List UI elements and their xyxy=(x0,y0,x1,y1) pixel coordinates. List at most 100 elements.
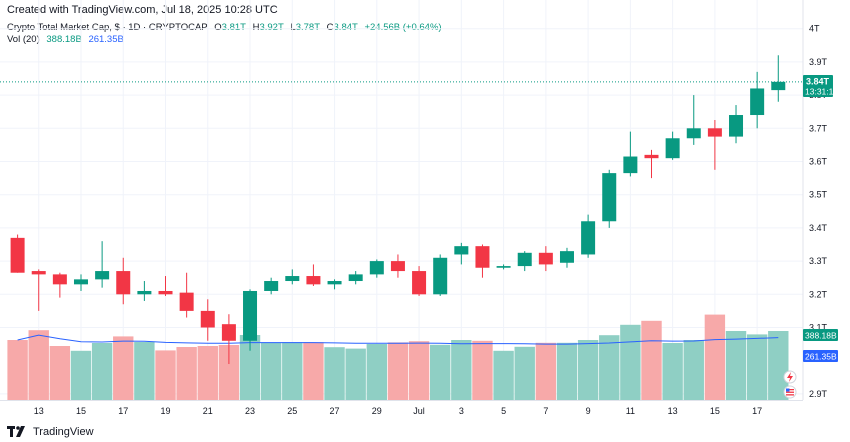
volume-bar xyxy=(430,344,451,400)
volume-bar xyxy=(408,341,430,400)
footer-brand[interactable]: TradingView xyxy=(7,425,94,438)
volume-ma-line xyxy=(17,334,779,345)
candle-body xyxy=(116,271,131,295)
volume-bar xyxy=(366,344,388,400)
x-tick-label: 9 xyxy=(586,406,591,416)
candles xyxy=(10,55,786,365)
x-tick-label: 17 xyxy=(752,406,762,416)
x-tick-label: 29 xyxy=(372,406,382,416)
candle-body xyxy=(95,271,110,280)
volume-bar xyxy=(683,340,704,400)
x-tick-label: 13 xyxy=(34,406,44,416)
candle-body xyxy=(665,138,680,159)
candle-body xyxy=(686,128,701,139)
open-value: 3.81T xyxy=(221,22,246,33)
candle-body xyxy=(285,276,300,282)
x-tick-label: 11 xyxy=(626,406,635,416)
candle-body xyxy=(243,290,258,341)
volume-bar xyxy=(155,350,176,400)
candle-body xyxy=(31,271,46,275)
change-value: +24.56B (+0.64%) xyxy=(364,22,442,33)
candle-body xyxy=(771,81,786,91)
volume-bar xyxy=(451,340,472,400)
close-value: 3.84T xyxy=(333,22,358,33)
candle-body xyxy=(348,274,363,282)
y-tick-label: 3.4T xyxy=(809,223,828,233)
candle-body xyxy=(390,261,405,272)
volume-bar xyxy=(303,342,324,400)
y-tick-label: 3.7T xyxy=(809,123,828,133)
candle-body xyxy=(52,274,67,285)
candle-body xyxy=(200,310,215,328)
volume-bar xyxy=(556,342,578,400)
high-value: 3.92T xyxy=(259,22,284,33)
candle-body xyxy=(264,281,279,291)
x-tick-label: 17 xyxy=(118,406,128,416)
volume-bar xyxy=(577,340,599,400)
volume-bars xyxy=(7,314,789,400)
flash-icon[interactable] xyxy=(783,370,797,384)
volume-bar xyxy=(768,331,789,400)
volume-bar xyxy=(704,314,726,400)
candle-body xyxy=(496,266,511,268)
volume-bar xyxy=(197,346,218,400)
volume-bar xyxy=(599,335,620,400)
y-tick-label: 3.2T xyxy=(809,289,828,299)
candle-body xyxy=(581,221,596,255)
x-tick-label: 27 xyxy=(330,406,340,416)
volume-bar xyxy=(620,324,641,400)
x-tick-label: 23 xyxy=(245,406,255,416)
volume-tag-value: 388.18B xyxy=(805,331,837,341)
volume-bar xyxy=(134,342,155,400)
footer-brand-text: TradingView xyxy=(33,425,94,438)
candle-body xyxy=(327,281,342,285)
volume-bar xyxy=(176,347,197,400)
volume-bar xyxy=(746,334,768,400)
symbol-name: Crypto Total Market Cap, $ · 1D · CRYPTO… xyxy=(7,22,208,33)
volume-bar xyxy=(7,340,28,400)
volume-bar xyxy=(324,347,345,400)
candle-body xyxy=(707,128,722,137)
x-tick-label: 21 xyxy=(203,406,213,416)
volume-bar xyxy=(113,336,134,400)
vol-value: 388.18B xyxy=(46,34,82,45)
x-tick-label: 5 xyxy=(501,406,506,416)
volume-bar xyxy=(387,342,409,400)
candle-body xyxy=(475,246,490,268)
volume-bar xyxy=(472,340,493,400)
x-tick-label: 15 xyxy=(710,406,720,416)
volume-bar xyxy=(641,320,662,400)
candle-body xyxy=(602,173,617,222)
open-label: O xyxy=(214,22,222,33)
y-tick-label: 3.6T xyxy=(809,157,828,167)
volume-ma-tag-value: 261.35B xyxy=(805,352,837,362)
price-tag: 3.84T 13:31:11 xyxy=(803,75,838,97)
candle-body xyxy=(750,88,765,116)
candle-body xyxy=(412,271,427,295)
us-flag-icon[interactable] xyxy=(783,385,797,399)
volume-tag: 388.18B xyxy=(803,329,838,341)
price-tag-value: 3.84T xyxy=(806,77,830,87)
volume-bar xyxy=(345,348,366,400)
candle-body xyxy=(158,290,173,295)
x-tick-label: 25 xyxy=(287,406,297,416)
volume-bar xyxy=(91,343,113,400)
candle-body xyxy=(623,156,638,174)
volume-bar xyxy=(493,350,514,400)
candle-body xyxy=(179,292,194,311)
volume-legend: Vol (20) 388.18B 261.35B xyxy=(7,34,124,45)
tradingview-logo-icon xyxy=(7,426,25,437)
candle-body xyxy=(369,261,384,275)
volume-bar xyxy=(662,343,683,400)
volume-bar xyxy=(70,350,92,400)
x-tick-label: 15 xyxy=(76,406,86,416)
vol-ma-value: 261.35B xyxy=(88,34,124,45)
volume-bar xyxy=(282,342,303,400)
candle-body xyxy=(454,246,469,255)
candle-body xyxy=(729,115,744,137)
x-tick-label: 13 xyxy=(668,406,678,416)
x-tick-label: 7 xyxy=(543,406,548,416)
x-tick-label: Jul xyxy=(413,406,425,416)
candle-body xyxy=(538,252,553,265)
